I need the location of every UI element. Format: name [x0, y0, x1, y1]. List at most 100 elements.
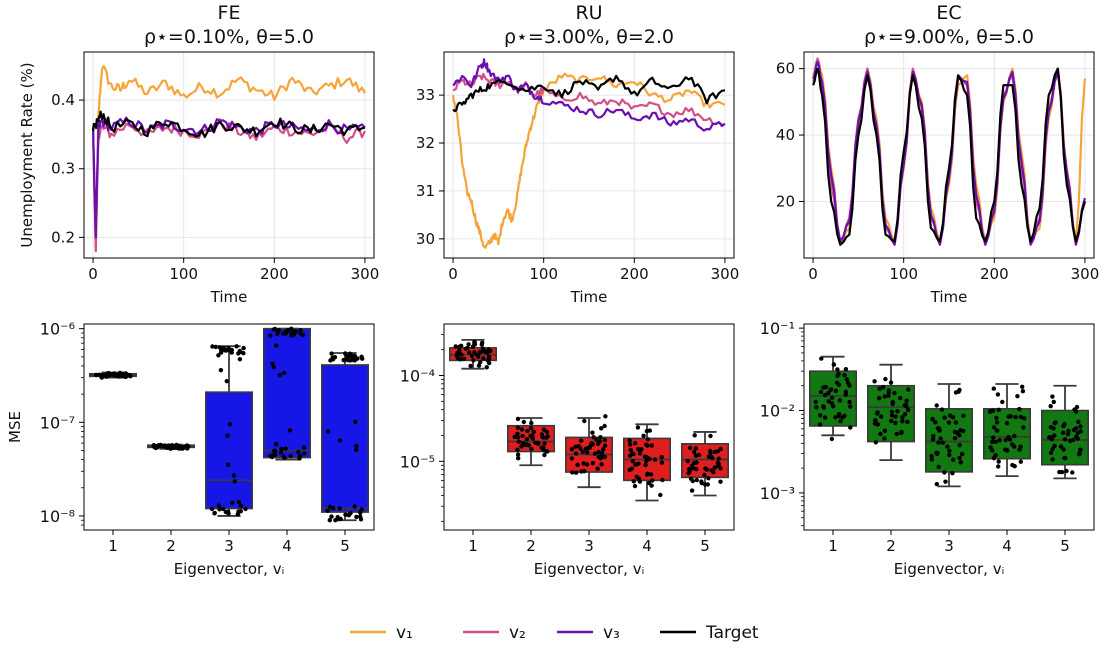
data-point: [934, 450, 939, 456]
data-point: [847, 383, 852, 388]
data-point: [333, 518, 338, 523]
data-point: [279, 446, 284, 452]
data-point: [282, 455, 287, 460]
data-point: [814, 405, 819, 410]
data-point: [476, 363, 482, 368]
data-point: [176, 446, 181, 451]
data-point: [813, 399, 818, 405]
fe_line-lines: [92, 64, 366, 253]
data-point: [930, 416, 935, 422]
data-point: [354, 447, 359, 453]
data-point: [1061, 447, 1066, 452]
data-point: [693, 446, 698, 451]
data-point: [1012, 464, 1017, 469]
data-point: [957, 443, 962, 448]
data-point: [112, 371, 117, 376]
data-point: [227, 422, 233, 427]
x-tick-label: 3: [224, 537, 234, 555]
data-point: [692, 460, 697, 466]
data-point: [632, 483, 638, 489]
data-point: [958, 460, 963, 465]
fe_box-panel: 1 2 3 4 5 10⁻⁸ 10⁻⁷ 10⁻⁶ Eigenvector, vᵢ MSE: [6, 320, 375, 578]
data-point: [217, 507, 222, 512]
data-point: [213, 344, 218, 350]
data-point: [659, 460, 665, 465]
data-point: [235, 512, 240, 517]
data-point: [889, 413, 895, 418]
data-point: [988, 445, 993, 450]
data-point: [821, 404, 826, 409]
ec_line-frame: [803, 51, 1095, 259]
data-point: [236, 500, 241, 505]
data-point: [687, 466, 692, 472]
data-point: [842, 373, 847, 378]
data-point: [516, 456, 521, 461]
x-tick-label: 5: [340, 537, 350, 555]
data-point: [94, 372, 99, 378]
data-point: [345, 357, 350, 362]
data-point: [152, 444, 157, 450]
data-point: [947, 452, 952, 458]
data-point: [644, 429, 649, 434]
data-point: [327, 518, 332, 523]
data-point: [1059, 469, 1065, 475]
data-point: [459, 352, 464, 357]
data-point: [834, 380, 840, 385]
data-point: [1078, 447, 1083, 452]
data-point: [826, 390, 831, 396]
y-tick-label: 20: [776, 193, 795, 211]
y-tick-label: 0.4: [51, 91, 75, 109]
x-tick-label: 3: [584, 537, 594, 555]
data-point: [570, 470, 575, 475]
data-point: [951, 457, 956, 462]
data-point: [906, 407, 911, 413]
data-point: [957, 433, 962, 438]
data-point: [708, 451, 713, 456]
data-point: [123, 371, 129, 376]
data-point: [686, 470, 691, 476]
data-point: [512, 434, 517, 439]
x-tick-label: 300: [711, 265, 740, 283]
y-tick-label: 60: [776, 60, 795, 78]
data-point: [579, 469, 584, 474]
data-point: [1052, 420, 1058, 426]
data-point: [996, 459, 1001, 464]
data-point: [1021, 425, 1026, 430]
data-point: [585, 450, 590, 455]
data-point: [952, 429, 958, 435]
data-point: [1075, 436, 1081, 441]
data-point: [234, 344, 239, 349]
data-points: [685, 433, 723, 493]
data-point: [601, 447, 606, 452]
data-point: [936, 440, 941, 445]
data-point: [596, 449, 601, 455]
data-point: [628, 447, 633, 453]
data-point: [535, 440, 541, 446]
data-point: [1048, 435, 1053, 440]
data-point: [358, 517, 364, 522]
data-point: [479, 342, 484, 347]
data-point: [705, 482, 710, 487]
x-tick-label: 3: [944, 537, 954, 555]
data-point: [1010, 442, 1015, 447]
data-point: [694, 477, 699, 483]
data-point: [818, 413, 823, 418]
ru_line-title-line2: ρ⋆=3.00%, θ=2.0: [504, 26, 674, 48]
y-tick-label: 32: [416, 134, 435, 152]
data-point: [649, 443, 655, 448]
x-tick-label: 100: [169, 265, 198, 283]
data-point: [882, 436, 887, 441]
x-tick-label: 100: [889, 265, 918, 283]
data-point: [288, 453, 293, 459]
data-points: [453, 339, 493, 370]
data-point: [882, 394, 887, 399]
x-tick-label: 1: [108, 537, 118, 555]
data-point: [1052, 433, 1057, 438]
data-point: [352, 358, 357, 363]
data-point: [486, 354, 492, 359]
data-point: [659, 455, 664, 460]
data-point: [222, 348, 227, 353]
data-point: [1000, 399, 1005, 405]
data-point: [469, 353, 475, 359]
data-point: [947, 448, 952, 453]
